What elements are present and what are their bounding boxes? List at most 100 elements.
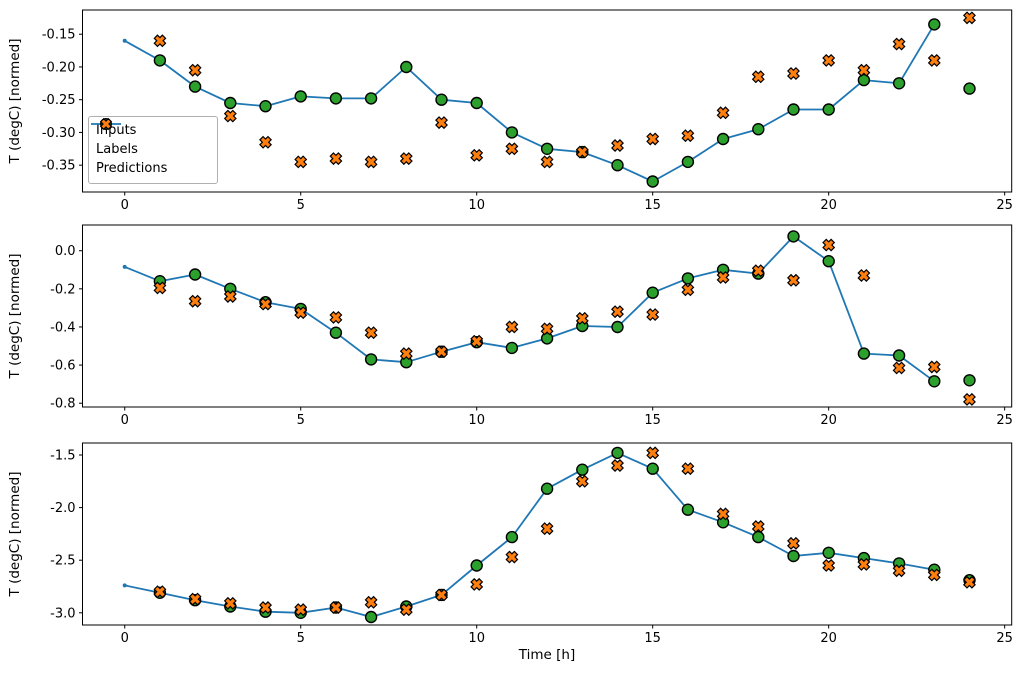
label-marker xyxy=(188,80,202,93)
y-tick-label: -2.5 xyxy=(50,554,75,569)
label-marker xyxy=(928,375,941,388)
x-tick-label: 0 xyxy=(121,198,129,213)
prediction-marker xyxy=(927,360,941,374)
prediction-marker xyxy=(681,462,695,476)
prediction-marker xyxy=(716,106,730,120)
prediction-marker xyxy=(716,507,730,521)
prediction-marker xyxy=(364,326,378,340)
label-marker xyxy=(787,230,800,243)
label-marker xyxy=(540,482,554,495)
prediction-marker xyxy=(259,601,272,615)
prediction-marker xyxy=(153,585,167,599)
prediction-marker xyxy=(540,322,554,336)
prediction-marker xyxy=(892,361,906,375)
prediction-marker xyxy=(787,67,800,80)
label-marker xyxy=(259,99,272,113)
label-marker xyxy=(435,93,448,106)
prediction-marker xyxy=(329,310,343,324)
prediction-marker xyxy=(962,575,976,589)
label-marker xyxy=(646,175,659,188)
legend-entry-predictions: Predictions xyxy=(96,117,209,178)
prediction-marker xyxy=(329,601,343,615)
prediction-marker xyxy=(822,53,836,67)
label-marker xyxy=(646,286,659,299)
label-marker xyxy=(646,462,659,475)
y-tick-label: 0.0 xyxy=(55,244,76,259)
inputs-line xyxy=(124,452,935,618)
y-tick-label: -0.4 xyxy=(50,320,75,335)
axes-spines xyxy=(82,9,1013,193)
legend-entry-label: Predictions xyxy=(96,160,168,176)
prediction-marker xyxy=(153,281,167,295)
prediction-marker xyxy=(927,53,941,67)
prediction-marker xyxy=(892,37,906,51)
x-tick-label: 20 xyxy=(820,198,837,213)
prediction-marker xyxy=(575,474,589,488)
x-tick-label: 15 xyxy=(644,413,661,428)
input-point-marker xyxy=(122,38,127,43)
prediction-marker xyxy=(611,459,624,472)
x-tick-label: 5 xyxy=(297,631,305,646)
prediction-marker xyxy=(470,577,484,591)
y-tick-label: -0.15 xyxy=(42,28,76,43)
prediction-marker xyxy=(575,145,589,159)
prediction-marker xyxy=(611,305,624,319)
prediction-marker xyxy=(787,273,800,287)
label-marker xyxy=(752,530,765,544)
x-tick-label: 25 xyxy=(996,631,1013,646)
label-marker xyxy=(611,320,624,334)
legend-entry-label: Labels xyxy=(96,142,138,157)
label-marker xyxy=(857,73,871,87)
prediction-marker xyxy=(294,603,308,617)
label-marker xyxy=(611,446,624,460)
y-tick-label: -2.0 xyxy=(50,501,75,516)
x-tick-label: 15 xyxy=(644,631,661,646)
y-tick-label: -0.20 xyxy=(42,60,76,75)
input-point-marker xyxy=(122,583,127,588)
prediction-marker xyxy=(399,603,413,617)
prediction-marker xyxy=(646,308,660,322)
label-marker xyxy=(294,90,307,103)
label-marker xyxy=(470,96,483,110)
label-marker xyxy=(505,530,519,544)
prediction-marker xyxy=(505,550,519,564)
label-marker xyxy=(611,158,624,172)
y-axis-label-middle: T (degC) [normed] xyxy=(7,253,23,379)
y-tick-label: -1.5 xyxy=(50,448,75,463)
x-tick-label: 10 xyxy=(468,413,485,428)
x-tick-label: 0 xyxy=(121,631,129,646)
y-axis-label-top: T (degC) [normed] xyxy=(7,38,23,164)
label-marker xyxy=(857,347,871,360)
prediction-marker xyxy=(294,306,308,320)
prediction-marker xyxy=(505,142,519,156)
prediction-marker xyxy=(223,109,237,123)
prediction-marker xyxy=(188,63,202,77)
x-tick-label: 15 xyxy=(644,198,661,213)
predictions-x-icon xyxy=(99,117,113,131)
y-tick-label: -3.0 xyxy=(50,606,75,621)
label-marker xyxy=(400,60,413,74)
prediction-marker xyxy=(962,392,976,406)
y-tick-label: -0.30 xyxy=(42,126,76,141)
label-marker xyxy=(364,610,378,624)
y-tick-label: -0.35 xyxy=(42,159,76,174)
prediction-marker xyxy=(681,283,695,297)
prediction-marker xyxy=(153,34,167,48)
prediction-marker xyxy=(435,345,448,359)
x-tick-label: 25 xyxy=(996,413,1013,428)
x-tick-label: 5 xyxy=(297,413,305,428)
prediction-marker xyxy=(470,334,484,348)
prediction-marker xyxy=(962,11,976,25)
prediction-marker xyxy=(223,289,237,303)
x-tick-label: 5 xyxy=(297,198,305,213)
label-marker xyxy=(329,92,343,105)
prediction-marker xyxy=(470,148,484,162)
y-tick-label: -0.25 xyxy=(42,93,76,108)
prediction-marker xyxy=(822,238,836,252)
prediction-marker xyxy=(646,132,660,146)
prediction-marker xyxy=(822,558,836,572)
x-tick-label: 0 xyxy=(121,413,129,428)
prediction-marker xyxy=(399,347,413,361)
